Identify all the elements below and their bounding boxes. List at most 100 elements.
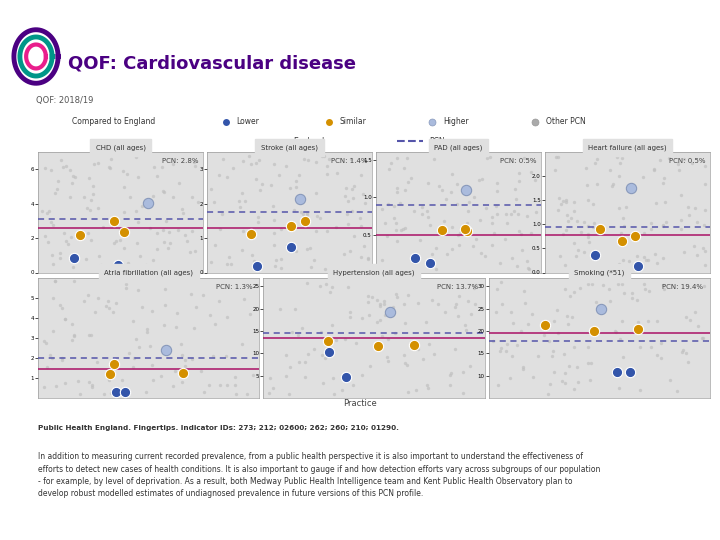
Point bbox=[356, 222, 367, 231]
Point bbox=[229, 381, 240, 389]
Point bbox=[103, 304, 114, 313]
Point bbox=[560, 225, 572, 234]
Point bbox=[337, 386, 348, 394]
Point bbox=[167, 159, 179, 168]
Point bbox=[544, 380, 556, 389]
Point bbox=[240, 197, 251, 205]
Point bbox=[49, 277, 60, 286]
Point bbox=[252, 218, 264, 226]
Point bbox=[148, 375, 159, 384]
Point bbox=[189, 323, 200, 332]
Point bbox=[255, 186, 266, 194]
Point bbox=[584, 376, 595, 384]
Point bbox=[248, 256, 260, 265]
Point bbox=[645, 224, 657, 233]
Point bbox=[269, 215, 280, 224]
Point bbox=[251, 262, 263, 271]
Point bbox=[616, 279, 628, 288]
Point bbox=[209, 240, 220, 249]
Point bbox=[119, 244, 130, 252]
Point bbox=[510, 195, 522, 204]
Point bbox=[108, 359, 120, 368]
Point bbox=[172, 226, 184, 234]
Point bbox=[317, 379, 328, 388]
Point bbox=[431, 264, 442, 273]
Point bbox=[356, 370, 368, 379]
Point bbox=[376, 332, 387, 340]
Point bbox=[446, 245, 457, 254]
Point bbox=[372, 296, 383, 305]
Point bbox=[446, 368, 457, 377]
Point bbox=[387, 302, 399, 311]
Point bbox=[441, 195, 452, 204]
Point bbox=[382, 334, 393, 343]
Point bbox=[189, 161, 201, 170]
Point bbox=[151, 229, 163, 238]
Point bbox=[451, 179, 463, 188]
Point bbox=[48, 221, 59, 230]
Point bbox=[507, 319, 518, 327]
Point bbox=[356, 253, 367, 261]
Point bbox=[606, 182, 618, 191]
Point bbox=[591, 154, 603, 163]
Point bbox=[641, 256, 652, 265]
Point bbox=[618, 221, 630, 230]
Point bbox=[50, 381, 62, 390]
Point bbox=[673, 166, 685, 174]
Point bbox=[151, 172, 163, 181]
Point bbox=[505, 210, 517, 218]
Point bbox=[51, 185, 63, 193]
Point bbox=[320, 353, 331, 362]
Point bbox=[263, 388, 274, 397]
Point bbox=[486, 240, 498, 249]
Point bbox=[492, 186, 503, 195]
Point bbox=[391, 237, 402, 246]
Point bbox=[92, 204, 104, 213]
Point bbox=[432, 300, 444, 308]
Point bbox=[486, 212, 498, 221]
Point bbox=[491, 285, 503, 293]
Point bbox=[518, 363, 529, 372]
Point bbox=[607, 179, 618, 188]
Text: PCN: 0.5%: PCN: 0.5% bbox=[669, 158, 705, 164]
Point bbox=[197, 291, 209, 299]
Text: PCN: PCN bbox=[429, 137, 445, 145]
Point bbox=[684, 316, 696, 325]
Point bbox=[549, 165, 560, 174]
Point bbox=[85, 195, 96, 204]
Point bbox=[399, 224, 410, 232]
Point bbox=[578, 218, 590, 226]
Point bbox=[356, 171, 367, 180]
Point bbox=[643, 286, 654, 295]
Point bbox=[618, 213, 629, 222]
Point bbox=[48, 260, 59, 268]
Point bbox=[699, 205, 711, 214]
Point bbox=[230, 373, 241, 382]
Point bbox=[476, 175, 487, 184]
Point bbox=[610, 327, 621, 335]
Point bbox=[379, 219, 391, 227]
Point bbox=[341, 184, 352, 192]
Point bbox=[56, 303, 68, 312]
Point bbox=[374, 341, 385, 350]
Point bbox=[382, 199, 394, 208]
Point bbox=[509, 207, 521, 215]
Point bbox=[513, 177, 525, 185]
Point bbox=[526, 229, 537, 238]
Point bbox=[120, 284, 132, 292]
Point bbox=[659, 173, 670, 182]
Point bbox=[562, 320, 574, 328]
Point bbox=[311, 212, 323, 220]
Point bbox=[431, 244, 442, 253]
Point bbox=[144, 224, 156, 232]
Point bbox=[650, 199, 662, 207]
Point bbox=[525, 167, 536, 176]
Point bbox=[84, 330, 95, 339]
Point bbox=[691, 251, 703, 259]
Point bbox=[326, 283, 338, 292]
Point bbox=[504, 374, 516, 382]
Point bbox=[342, 283, 354, 292]
Point bbox=[582, 195, 594, 204]
Point bbox=[385, 159, 397, 167]
Point bbox=[203, 381, 215, 390]
